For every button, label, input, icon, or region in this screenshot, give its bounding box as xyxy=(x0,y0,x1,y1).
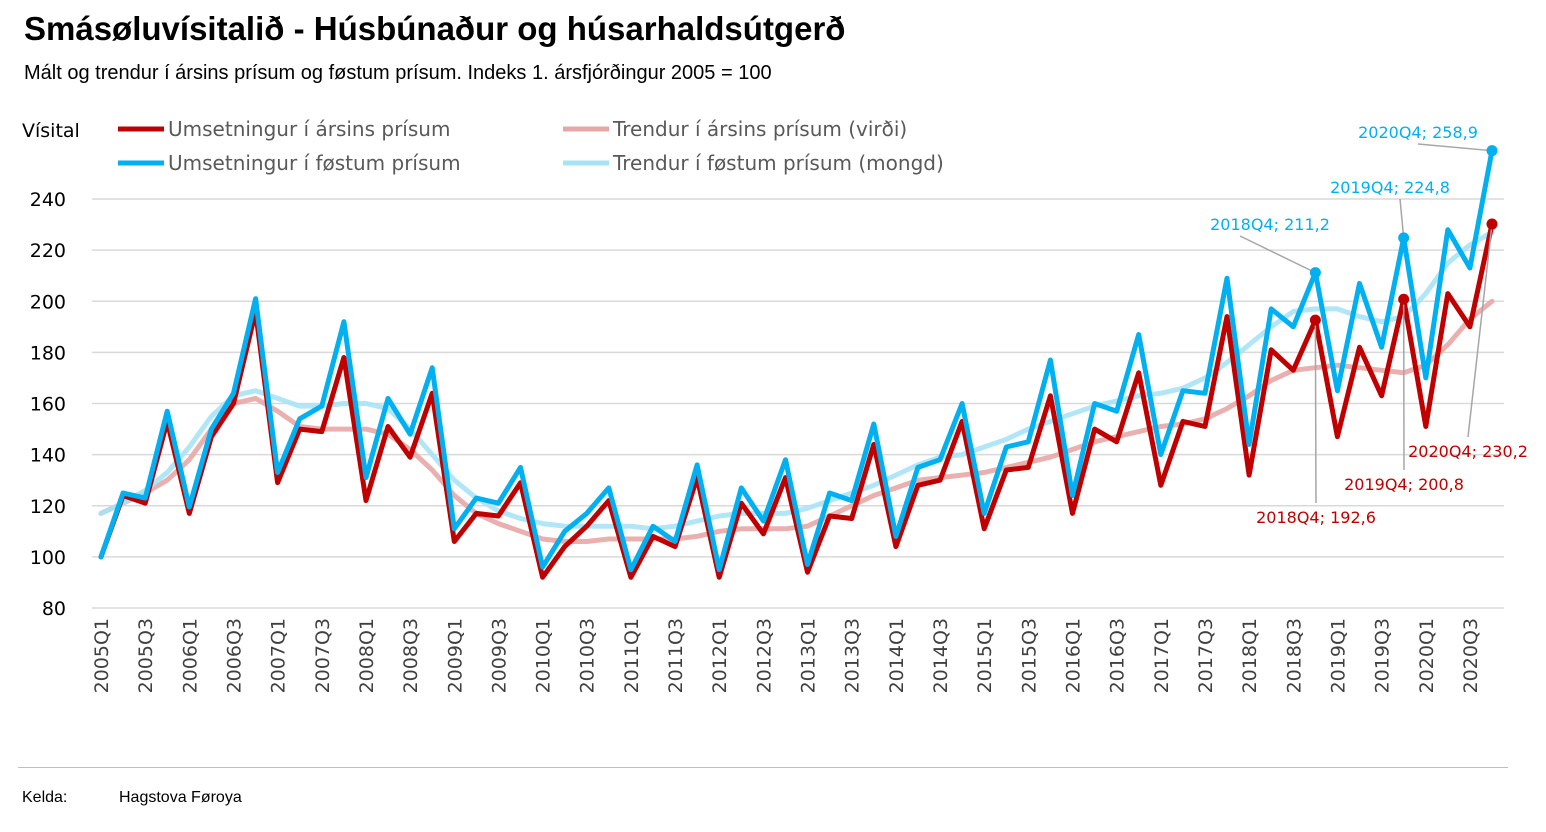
line-chart: 80 100 120 140 160 180 200 220 240 Vísital 2005Q1 2… xyxy=(22,117,1528,693)
footer-divider xyxy=(18,767,1508,768)
x-tick-label: 2015Q3 xyxy=(1018,618,1040,693)
x-tick-label: 2013Q3 xyxy=(842,618,864,693)
annotation-leader xyxy=(1314,320,1317,504)
annotation-label: 2020Q4; 258,9 xyxy=(1358,123,1478,142)
source-label: Kelda: xyxy=(22,789,68,806)
y-tick-label: 140 xyxy=(30,445,66,467)
annotation-leader xyxy=(1399,198,1405,238)
x-tick-label: 2012Q3 xyxy=(753,618,775,693)
x-tick-label: 2015Q1 xyxy=(974,618,996,693)
source-value: Hagstova Føroya xyxy=(119,789,242,806)
chart-title: Smásøluvísitalið - Húsbúnaður og húsarha… xyxy=(24,10,846,47)
x-tick-label: 2020Q3 xyxy=(1460,618,1482,693)
legend-label: Trendur í føstum prísum (mongd) xyxy=(612,151,944,175)
y-tick-label: 200 xyxy=(30,291,66,313)
annotation-marker xyxy=(1486,218,1498,230)
annotation-label: 2019Q4; 224,8 xyxy=(1330,178,1450,197)
series-line xyxy=(98,229,1495,532)
annotation-marker xyxy=(1398,293,1410,305)
annotation-label: 2018Q4; 211,2 xyxy=(1210,215,1330,234)
annotation-marker xyxy=(1486,145,1498,157)
x-tick-label: 2007Q1 xyxy=(268,618,290,693)
x-tick-label: 2016Q3 xyxy=(1107,618,1129,693)
x-tick-label: 2005Q1 xyxy=(91,618,113,693)
x-tick-label: 2005Q3 xyxy=(135,618,157,693)
x-tick-label: 2013Q1 xyxy=(798,618,820,693)
x-tick-label: 2007Q3 xyxy=(312,618,334,693)
y-tick-label: 220 xyxy=(30,240,66,262)
x-tick-label: 2018Q1 xyxy=(1239,618,1261,693)
annotation-label: 2018Q4; 192,6 xyxy=(1256,508,1376,527)
annotation-leader xyxy=(1239,235,1316,274)
annotation-leader xyxy=(1417,143,1493,152)
x-tick-label: 2018Q3 xyxy=(1283,618,1305,693)
y-tick-label: 180 xyxy=(30,342,66,364)
y-tick-label: 100 xyxy=(30,547,66,569)
legend-label: Umsetningur í føstum prísum xyxy=(168,151,461,175)
x-tick-label: 2006Q1 xyxy=(179,618,201,693)
annotation-marker xyxy=(1309,314,1321,326)
series-line xyxy=(98,148,1495,573)
legend-label: Trendur í ársins prísum (virði) xyxy=(612,117,907,141)
x-tick-label: 2017Q1 xyxy=(1151,618,1173,693)
x-tick-label: 2010Q3 xyxy=(577,618,599,693)
x-tick-label: 2019Q3 xyxy=(1372,618,1394,693)
annotation-label: 2019Q4; 200,8 xyxy=(1344,475,1464,494)
x-tick-label: 2020Q1 xyxy=(1416,618,1438,693)
x-tick-label: 2014Q1 xyxy=(886,618,908,693)
annotation-label: 2020Q4; 230,2 xyxy=(1408,442,1528,461)
series-line xyxy=(98,221,1495,580)
x-tick-label: 2019Q1 xyxy=(1327,618,1349,693)
y-tick-label: 240 xyxy=(30,189,66,211)
x-tick-label: 2008Q1 xyxy=(356,618,378,693)
x-tick-label: 2009Q3 xyxy=(488,618,510,693)
y-tick-label: 160 xyxy=(30,394,66,416)
y-tick-label: 120 xyxy=(30,496,66,518)
chart-subtitle: Mált og trendur í ársins prísum og føstu… xyxy=(24,62,772,84)
legend-label: Umsetningur í ársins prísum xyxy=(168,117,450,141)
y-axis-label: Vísital xyxy=(22,120,80,142)
x-tick-label: 2012Q1 xyxy=(709,618,731,693)
x-tick-label: 2008Q3 xyxy=(400,618,422,693)
x-tick-label: 2011Q1 xyxy=(621,618,643,693)
x-tick-label: 2016Q1 xyxy=(1062,618,1084,693)
x-tick-label: 2009Q1 xyxy=(444,618,466,693)
x-tick-label: 2011Q3 xyxy=(665,618,687,693)
x-tick-label: 2010Q1 xyxy=(533,618,555,693)
annotation-marker xyxy=(1398,232,1410,244)
x-tick-label: 2006Q3 xyxy=(223,618,245,693)
x-tick-label: 2017Q3 xyxy=(1195,618,1217,693)
annotation-marker xyxy=(1309,267,1321,279)
y-tick-label: 80 xyxy=(42,598,66,620)
annotation-leader xyxy=(1467,223,1493,438)
x-tick-label: 2014Q3 xyxy=(930,618,952,693)
